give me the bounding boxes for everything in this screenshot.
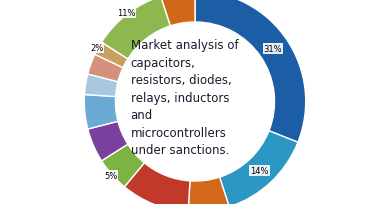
Text: 11%: 11% — [117, 9, 135, 18]
Wedge shape — [188, 177, 229, 204]
Wedge shape — [220, 131, 298, 204]
Text: 3%: 3% — [0, 203, 1, 204]
Wedge shape — [101, 0, 170, 60]
Text: 31%: 31% — [264, 45, 282, 54]
Text: 10%: 10% — [0, 203, 1, 204]
Text: 14%: 14% — [250, 166, 269, 175]
Wedge shape — [101, 144, 144, 187]
Text: Market analysis of
capacitors,
resistors, diodes,
relays, inductors
and
microcon: Market analysis of capacitors, resistors… — [131, 39, 238, 157]
Text: 5%: 5% — [0, 203, 1, 204]
Text: 3%: 3% — [0, 203, 1, 204]
Wedge shape — [85, 75, 118, 97]
Wedge shape — [95, 43, 128, 68]
Wedge shape — [161, 0, 195, 27]
Wedge shape — [195, 0, 306, 143]
Text: 2%: 2% — [90, 44, 103, 53]
Text: 5%: 5% — [0, 203, 1, 204]
Wedge shape — [88, 122, 128, 161]
Text: 5%: 5% — [104, 171, 117, 180]
Wedge shape — [88, 55, 123, 82]
Wedge shape — [124, 163, 190, 204]
Wedge shape — [84, 95, 118, 129]
